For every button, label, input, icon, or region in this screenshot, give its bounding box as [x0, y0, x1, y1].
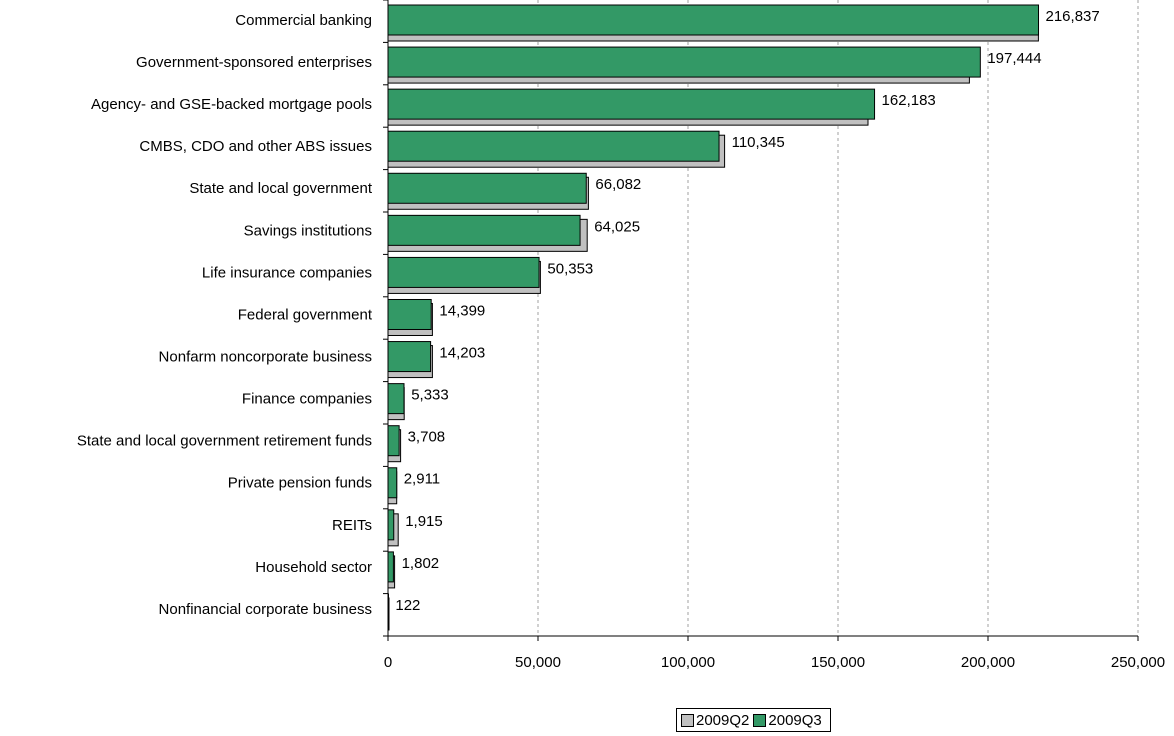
legend-swatch-2009q2: [681, 713, 694, 727]
data-label-life-insurance-companies: 50,353: [547, 260, 593, 277]
category-label-reits: REITs: [332, 517, 372, 534]
category-label-cmbs-cdo-and-other-abs-issues: CMBS, CDO and other ABS issues: [139, 138, 372, 155]
data-label-nonfarm-noncorporate-business: 14,203: [439, 345, 485, 362]
bar-2009q3-commercial-banking: [387, 4, 1040, 36]
legend-item-2009q3: 2009Q3: [753, 711, 822, 729]
x-tick-label: 0: [384, 654, 392, 671]
legend-item-2009q2: 2009Q2: [681, 712, 749, 729]
legend-swatch-2009q3: [753, 713, 767, 727]
legend-label-2009q2: 2009Q2: [696, 711, 750, 729]
category-label-life-insurance-companies: Life insurance companies: [202, 264, 372, 281]
bar-2009q3-federal-government: [387, 298, 432, 330]
category-label-household-sector: Household sector: [255, 559, 372, 576]
category-label-federal-government: Federal government: [238, 306, 373, 323]
axes: [383, 0, 1139, 641]
data-label-finance-companies: 5,333: [411, 387, 449, 404]
bar-2009q3-reits: [387, 509, 395, 541]
bar-2009q3-nonfarm-noncorporate-business: [387, 341, 432, 373]
x-tick-label: 100,000: [661, 654, 715, 671]
x-tick-labels: 0 50,000 100,000 150,000 200,000 250,000: [384, 654, 1165, 671]
data-label-savings-institutions: 64,025: [594, 218, 640, 235]
x-tick-label: 200,000: [961, 654, 1015, 671]
data-labels: 216,837 197,444 162,183 110,345 66,082 64,025…: [395, 8, 1099, 614]
legend: 2009Q2 2009Q3: [676, 708, 831, 732]
category-label-agency-and-gse-backed-mortgage-pools: Agency- and GSE-backed mortgage pools: [91, 96, 372, 113]
category-label-nonfinancial-corporate-business: Nonfinancial corporate business: [159, 601, 372, 618]
bar-2009q3-savings-institutions: [387, 214, 581, 246]
bar-2009q3-household-sector: [387, 551, 394, 583]
bar-2009q3-cmbs-cdo-and-other-abs-issues: [387, 130, 720, 162]
category-label-nonfarm-noncorporate-business: Nonfarm noncorporate business: [159, 349, 372, 366]
data-label-private-pension-funds: 2,911: [404, 471, 440, 488]
legend-label-2009q3: 2009Q3: [768, 711, 822, 729]
category-label-finance-companies: Finance companies: [242, 391, 372, 408]
category-label-private-pension-funds: Private pension funds: [228, 475, 372, 492]
bar-2009q3-state-and-local-government: [387, 172, 587, 204]
bar-2009q3-government-sponsored-enterprises: [387, 46, 981, 78]
data-label-commercial-banking: 216,837: [1046, 8, 1100, 25]
data-label-government-sponsored-enterprises: 197,444: [987, 50, 1041, 67]
data-label-nonfinancial-corporate-business: 122: [395, 597, 420, 614]
data-label-state-and-local-government-retirement-funds: 3,708: [408, 429, 446, 446]
category-label-government-sponsored-enterprises: Government-sponsored enterprises: [136, 54, 372, 71]
category-label-state-and-local-government: State and local government: [189, 180, 372, 197]
bar-2009q3-finance-companies: [387, 383, 405, 415]
data-label-state-and-local-government: 66,082: [595, 176, 641, 193]
bar-2009q3-private-pension-funds: [387, 467, 398, 499]
gridlines: [537, 0, 1139, 636]
bar-2009q3-state-and-local-government-retirement-funds: [387, 425, 400, 457]
x-tick-label: 150,000: [811, 654, 865, 671]
data-label-agency-and-gse-backed-mortgage-pools: 162,183: [882, 92, 936, 109]
data-label-household-sector: 1,802: [402, 555, 440, 572]
x-tick-label: 50,000: [515, 654, 561, 671]
data-label-cmbs-cdo-and-other-abs-issues: 110,345: [732, 134, 785, 151]
data-label-federal-government: 14,399: [439, 302, 485, 319]
x-tick-label: 250,000: [1111, 654, 1165, 671]
category-label-state-and-local-government-retirement-funds: State and local government retirement fu…: [77, 433, 372, 450]
category-labels: Commercial banking Government-sponsored e…: [77, 12, 373, 618]
bars: [387, 4, 1040, 631]
category-label-savings-institutions: Savings institutions: [244, 222, 372, 239]
bar-2009q3-agency-and-gse-backed-mortgage-pools: [387, 88, 876, 120]
bar-2009q3-life-insurance-companies: [387, 256, 540, 288]
data-label-reits: 1,915: [405, 513, 443, 530]
category-label-commercial-banking: Commercial banking: [235, 12, 372, 29]
